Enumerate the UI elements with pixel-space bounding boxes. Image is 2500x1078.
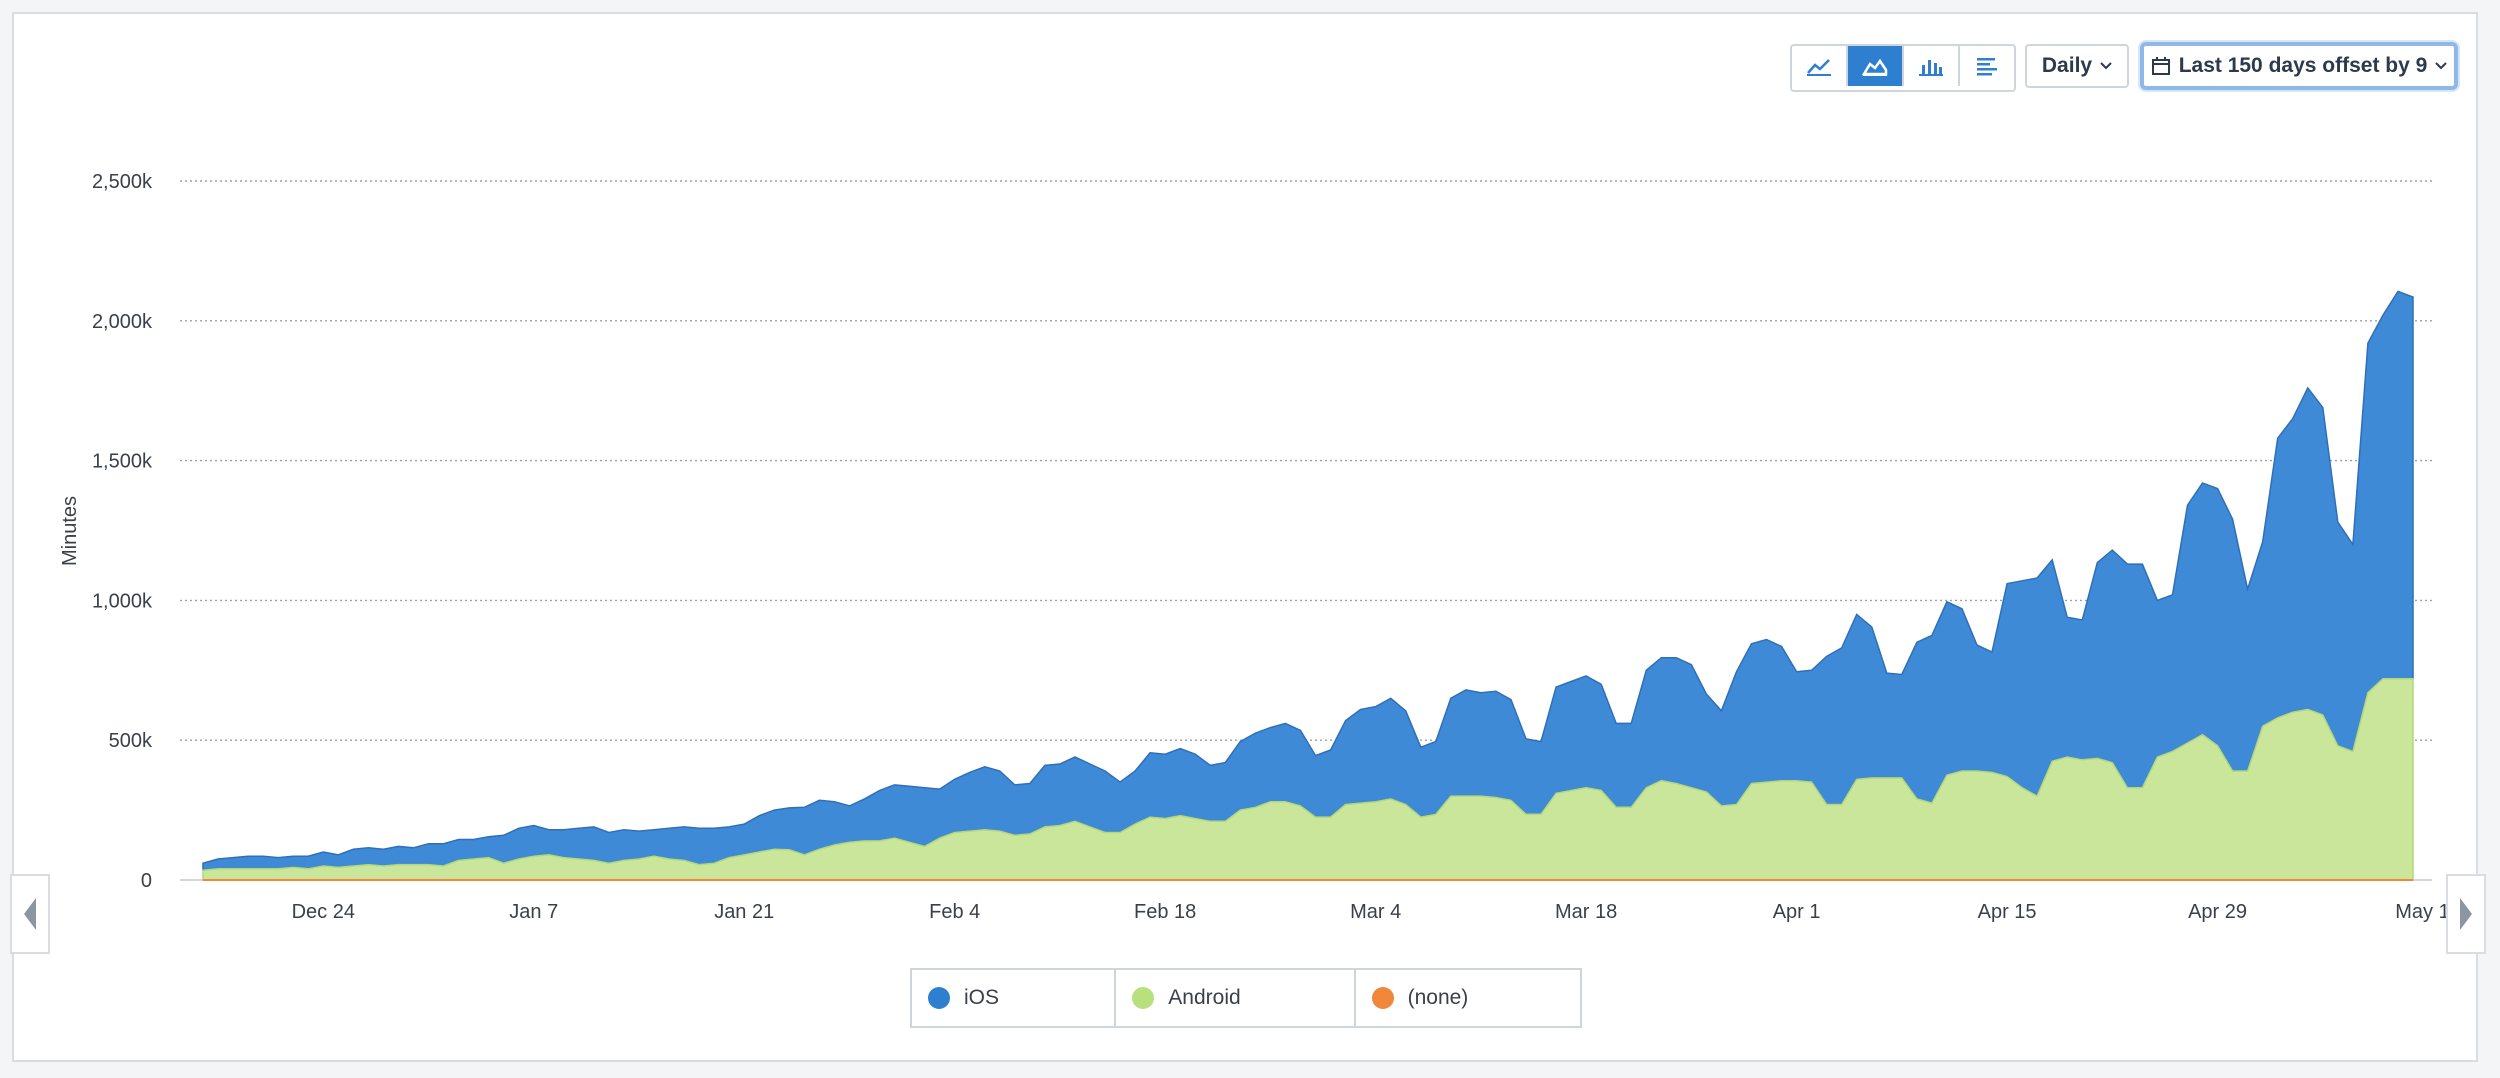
chevron-down-icon — [2100, 62, 2112, 70]
scroll-right-button[interactable] — [2446, 874, 2486, 954]
chart-type-toggle — [1790, 44, 2016, 92]
calendar-icon — [2151, 57, 2170, 75]
bar-chart-button[interactable] — [1904, 46, 1960, 86]
legend-swatch-none — [1371, 987, 1394, 1009]
table-icon — [1977, 58, 1997, 76]
bar-chart-icon — [1919, 60, 1943, 76]
legend-label-ios: iOS — [964, 986, 1000, 1009]
area-chart-button[interactable] — [1848, 46, 1904, 86]
line-chart-icon — [1807, 59, 1831, 76]
chevron-left-icon — [24, 898, 36, 930]
legend-label-android: Android — [1168, 986, 1241, 1009]
date-range-label: Last 150 days offset by 9 — [2178, 54, 2428, 77]
line-chart-button[interactable] — [1792, 46, 1848, 86]
interval-label: Daily — [2041, 54, 2093, 77]
scroll-left-button[interactable] — [10, 874, 50, 954]
area-chart-icon — [1862, 58, 1888, 76]
legend-item-ios[interactable]: iOS — [912, 970, 1117, 1026]
interval-dropdown[interactable]: Daily — [2025, 44, 2129, 88]
chevron-down-icon — [2435, 62, 2448, 70]
date-range-dropdown[interactable]: Last 150 days offset by 9 — [2140, 42, 2458, 90]
table-button[interactable] — [1960, 46, 2014, 86]
legend-item-none[interactable]: (none) — [1356, 970, 1580, 1026]
legend-swatch-ios — [928, 987, 950, 1009]
legend-label-none: (none) — [1407, 986, 1469, 1009]
legend-item-android[interactable]: Android — [1116, 970, 1356, 1026]
legend-swatch-android — [1132, 987, 1155, 1009]
chart-panel — [12, 12, 2478, 1062]
chart-legend: iOS Android (none) — [910, 968, 1582, 1028]
chevron-right-icon — [2460, 898, 2472, 930]
